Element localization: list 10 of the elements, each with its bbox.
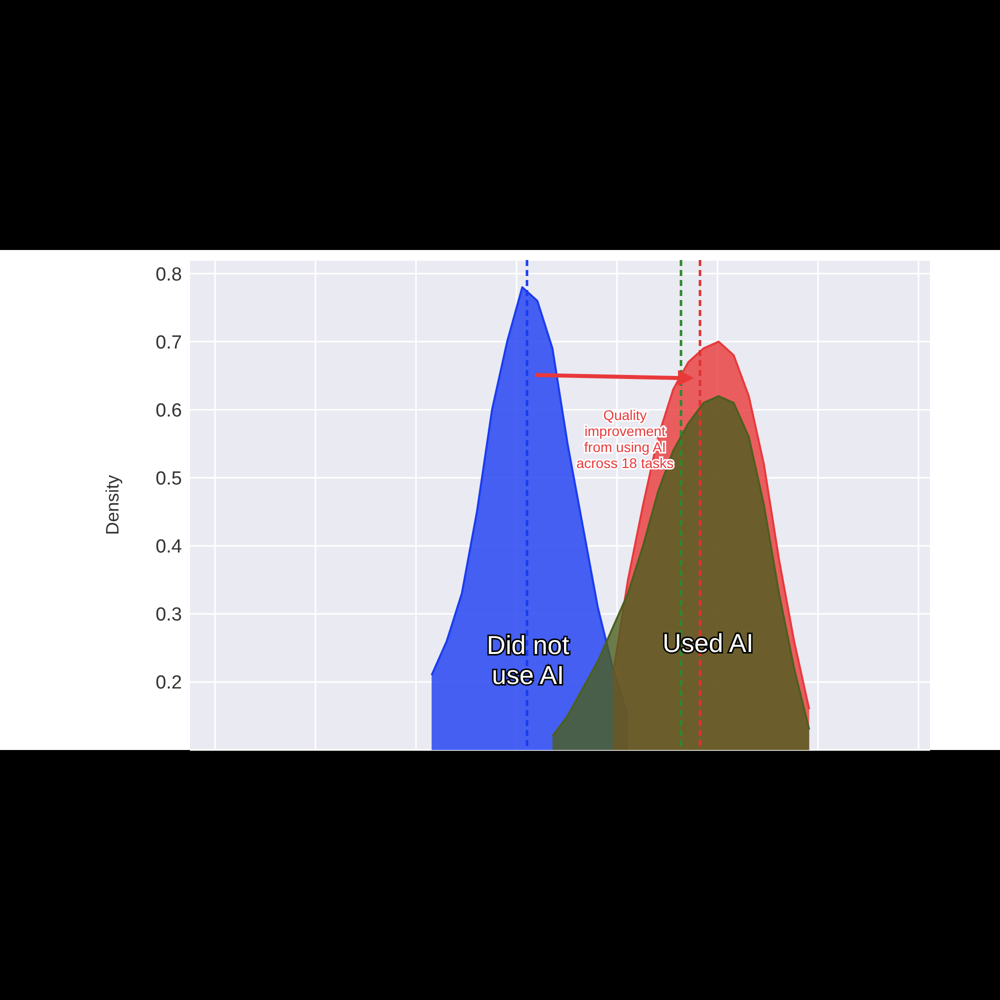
y-tick-label: 0.8 bbox=[156, 264, 182, 286]
y-tick-label: 0.3 bbox=[156, 604, 182, 626]
y-tick-label: 0.4 bbox=[156, 536, 182, 558]
y-axis-title: Density bbox=[102, 474, 122, 536]
annotation: Used AI bbox=[662, 628, 754, 658]
y-tick-label: 0.2 bbox=[156, 672, 182, 694]
annotation: Did not use AI bbox=[486, 630, 570, 690]
y-tick-label: 0.7 bbox=[156, 332, 182, 354]
y-tick-label: 0.5 bbox=[156, 468, 182, 490]
y-tick-label: 0.6 bbox=[156, 400, 182, 422]
